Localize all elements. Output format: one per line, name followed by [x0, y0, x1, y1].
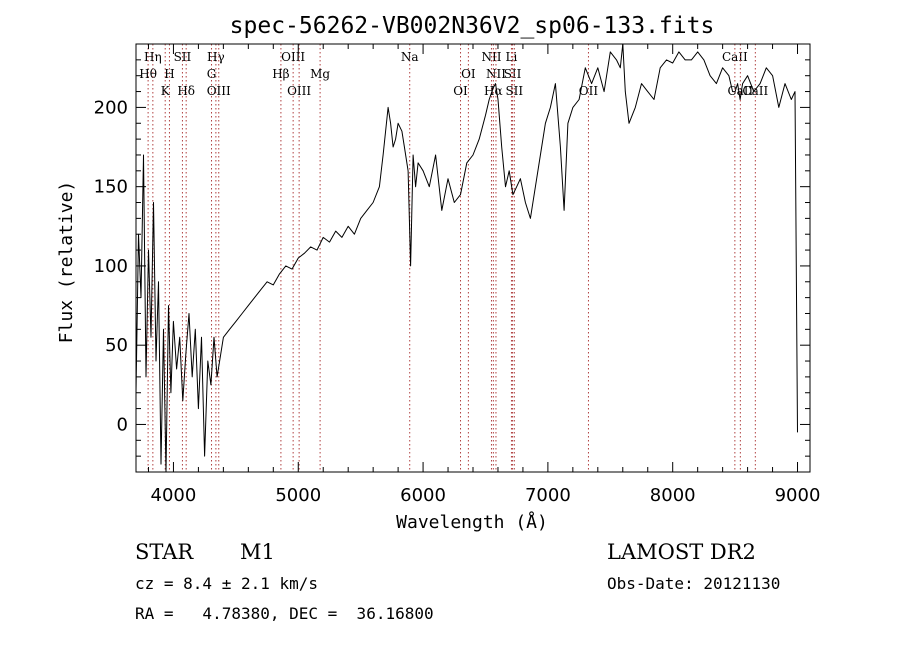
- spectral-line-label: Hβ: [272, 67, 289, 81]
- spectral-line-label: G: [207, 67, 217, 81]
- y-axis: 0 50 100 150 200: [94, 43, 810, 473]
- y-axis-title: Flux (relative): [56, 181, 77, 344]
- x-tick-label: 9000: [775, 485, 821, 506]
- spectrum-line: [136, 44, 798, 472]
- redshift-text: cz = 8.4 ± 2.1 km/s: [135, 574, 318, 593]
- spectral-line-label: OI: [453, 84, 468, 98]
- plot-frame: [135, 43, 811, 473]
- spectral-line-label: Mg: [310, 67, 330, 81]
- object-class: STAR: [135, 540, 194, 564]
- survey-name: LAMOST DR2: [607, 540, 756, 564]
- spectral-line-label: OIII: [281, 50, 305, 64]
- spectrum-series: [136, 44, 798, 472]
- spectral-line-label: K: [161, 84, 171, 98]
- spectral-line-label: OIII: [287, 84, 311, 98]
- spectral-line-label: CaII: [722, 50, 748, 64]
- object-subclass: M1: [240, 540, 275, 564]
- spectral-line-label: Hδ: [177, 84, 195, 98]
- spectral-line-label: SII: [504, 67, 522, 81]
- spectral-line-label: SII: [174, 50, 192, 64]
- x-tick-label: 7000: [525, 485, 571, 506]
- spectral-line-label: Hα: [484, 84, 503, 98]
- x-axis-title: Wavelength (Å): [396, 511, 548, 533]
- spectral-line-label: Hη: [144, 50, 162, 64]
- spectral-line-label: OII: [579, 84, 599, 98]
- y-tick-label: 50: [105, 335, 128, 356]
- x-tick-label: 4000: [151, 485, 197, 506]
- spectral-line-label: Hθ: [139, 67, 157, 81]
- spectral-line-label: OIII: [207, 84, 231, 98]
- chart-title: spec-56262-VB002N36V2_sp06-133.fits: [230, 13, 715, 39]
- coordinates-text: RA = 4.78380, DEC = 36.16800: [135, 604, 434, 623]
- spectral-line-label: H: [164, 67, 174, 81]
- spectral-line-label: OI: [461, 67, 476, 81]
- y-tick-label: 0: [117, 414, 128, 435]
- y-tick-label: 100: [94, 256, 128, 277]
- spectral-line-label: Na: [401, 50, 419, 64]
- spectral-line-label: NII: [481, 50, 501, 64]
- spectral-line-label: SII: [505, 84, 523, 98]
- spectral-line-label: Hγ: [207, 50, 225, 64]
- x-tick-label: 5000: [275, 485, 321, 506]
- x-tick-label: 8000: [650, 485, 696, 506]
- x-axis: 4000 5000 6000 7000 8000 9000: [147, 44, 821, 506]
- x-tick-label: 6000: [400, 485, 446, 506]
- spectral-line-label: Li: [506, 50, 518, 64]
- spectral-line-label: NII: [486, 67, 506, 81]
- spectral-line-label: CaII: [727, 84, 753, 98]
- spectral-line-label: CaII: [742, 84, 768, 98]
- obs-date-text: Obs-Date: 20121130: [607, 574, 780, 593]
- y-tick-label: 200: [94, 97, 128, 118]
- y-tick-label: 150: [94, 177, 128, 198]
